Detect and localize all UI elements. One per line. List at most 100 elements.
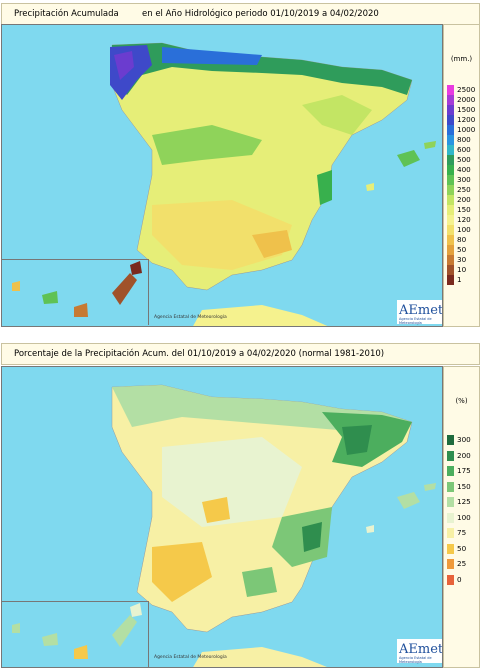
precipitation-legend-label: 1000 — [457, 125, 476, 134]
percentage-legend-swatch — [447, 481, 454, 492]
south-orange — [252, 230, 292, 258]
mallorca — [397, 492, 420, 509]
canarias-island-5 — [130, 603, 142, 617]
precipitation-legend-swatch — [447, 205, 454, 215]
canarias-island-3 — [74, 303, 88, 317]
percentage-legend-swatch — [447, 466, 454, 476]
precipitation-legend-label: 10 — [457, 265, 467, 274]
west-orange — [152, 542, 212, 602]
precipitation-legend-label: 500 — [457, 155, 471, 164]
percentage-legend-label: 0 — [457, 574, 462, 584]
precipitation-legend-swatch — [447, 175, 454, 185]
central-green — [152, 125, 262, 165]
percentage-legend: (%) 300 200 175 150 125 100 75 50 25 0 — [443, 366, 480, 668]
precipitation-legend-swatch — [447, 125, 454, 135]
northeast-core — [342, 425, 372, 455]
levante-green — [272, 507, 332, 567]
percentage-map-svg — [12, 384, 436, 667]
percentage-legend-label: 125 — [457, 497, 471, 506]
percentage-legend-swatch — [447, 497, 454, 507]
precipitation-legend-label: 1 — [457, 275, 462, 284]
percentage-legend-label: 50 — [457, 543, 467, 553]
precipitation-legend-label: 600 — [457, 145, 471, 154]
precipitation-legend-swatch — [447, 235, 454, 245]
percentage-legend-swatch — [447, 450, 454, 461]
credit-text: Agencia Estatal de Meteorología — [154, 315, 227, 320]
aemet-logo-subtext: Agencia Estatal de Meteorología — [399, 317, 432, 325]
percentage-legend-swatch — [447, 528, 454, 538]
aemet-logo-text: AEmet — [399, 642, 443, 657]
percentage-legend-swatch — [447, 543, 454, 554]
percentage-title: Porcentaje de la Precipitación Acum. del… — [14, 349, 385, 359]
precipitation-legend-label: 250 — [457, 185, 471, 194]
percentage-legend-label: 175 — [457, 466, 471, 475]
precipitation-legend-label: 1200 — [457, 115, 476, 124]
precipitation-map: Agencia Estatal de Meteorología AEmet Ag… — [1, 24, 443, 327]
percentage-legend-row: 50 — [447, 543, 479, 554]
percentage-legend-label: 200 — [457, 450, 471, 460]
east-green — [302, 95, 372, 135]
precipitation-period: en el Año Hidrológico periodo 01/10/2019… — [142, 9, 379, 19]
precipitation-legend-swatch — [447, 115, 454, 125]
precipitation-panel: Precipitación Acumulada en el Año Hidrol… — [0, 0, 483, 330]
precipitation-legend-row: 400 — [447, 165, 479, 175]
center-orange — [202, 497, 230, 523]
aemet-logo-subtext: Agencia Estatal de Meteorología — [399, 656, 432, 664]
percentage-legend-row: 0 — [447, 574, 479, 585]
percentage-legend-row: 25 — [447, 559, 479, 569]
precipitation-legend-label: 50 — [457, 245, 467, 254]
precipitation-legend-row: 250 — [447, 185, 479, 195]
canarias-island-1 — [12, 623, 20, 633]
south-yellow — [152, 200, 292, 270]
canarias-island-4 — [112, 273, 137, 305]
canarias-island-4 — [112, 615, 137, 647]
precipitation-legend: (mm.) 2500 2000 1500 1200 1000 800 600 500 400 30… — [443, 24, 480, 327]
cantabria-blue — [162, 47, 262, 65]
aemet-logo-text: AEmet — [399, 303, 443, 318]
precipitation-legend-row: 300 — [447, 175, 479, 185]
percentage-legend-row: 200 — [447, 450, 479, 461]
aemet-logo: AEmet Agencia Estatal de Meteorología — [397, 639, 443, 664]
precipitation-legend-label: 30 — [457, 255, 467, 264]
ibiza — [366, 183, 374, 191]
precipitation-legend-swatch — [447, 85, 454, 95]
precipitation-legend-swatch — [447, 215, 454, 225]
precipitation-legend-label: 400 — [457, 165, 471, 174]
precipitation-legend-swatch — [447, 195, 454, 205]
precipitation-legend-label: 150 — [457, 205, 471, 214]
precipitation-legend-label: 100 — [457, 225, 471, 234]
aemet-logo: AEmet Agencia Estatal de Meteorología — [397, 300, 443, 325]
north-africa — [193, 305, 328, 326]
galicia-core — [114, 51, 134, 80]
precipitation-legend-swatch — [447, 135, 454, 145]
precipitation-legend-row: 600 — [447, 145, 479, 155]
precipitation-legend-swatch — [447, 155, 454, 165]
canarias-island-2 — [42, 291, 58, 304]
percentage-legend-label: 150 — [457, 481, 471, 491]
precipitation-legend-row: 100 — [447, 225, 479, 235]
precipitation-legend-swatch — [447, 95, 454, 105]
precipitation-legend-row: 150 — [447, 205, 479, 215]
precipitation-legend-swatch — [447, 165, 454, 175]
precipitation-legend-label: 1500 — [457, 105, 476, 114]
levante-core — [302, 522, 322, 552]
precipitation-legend-label: 2500 — [457, 85, 476, 94]
percentage-legend-row: 125 — [447, 497, 479, 507]
precipitation-legend-swatch — [447, 275, 454, 285]
percentage-legend-row: 75 — [447, 528, 479, 538]
percentage-title-bar: Porcentaje de la Precipitación Acum. del… — [1, 343, 480, 365]
central-light — [162, 437, 302, 527]
precipitation-legend-row: 2000 — [447, 95, 479, 105]
precipitation-map-svg — [12, 42, 436, 326]
precipitation-legend-row: 1500 — [447, 105, 479, 115]
precipitation-legend-swatch — [447, 185, 454, 195]
precipitation-legend-row: 1000 — [447, 125, 479, 135]
percentage-legend-label: 75 — [457, 528, 467, 537]
precipitation-legend-label: 800 — [457, 135, 471, 144]
precipitation-legend-row: 120 — [447, 215, 479, 225]
precipitation-legend-row: 10 — [447, 265, 479, 275]
precipitation-legend-swatch — [447, 105, 454, 115]
precipitation-title: Precipitación Acumulada — [14, 9, 119, 19]
precipitation-legend-swatch — [447, 145, 454, 155]
percentage-panel: Porcentaje de la Precipitación Acum. del… — [0, 340, 483, 670]
